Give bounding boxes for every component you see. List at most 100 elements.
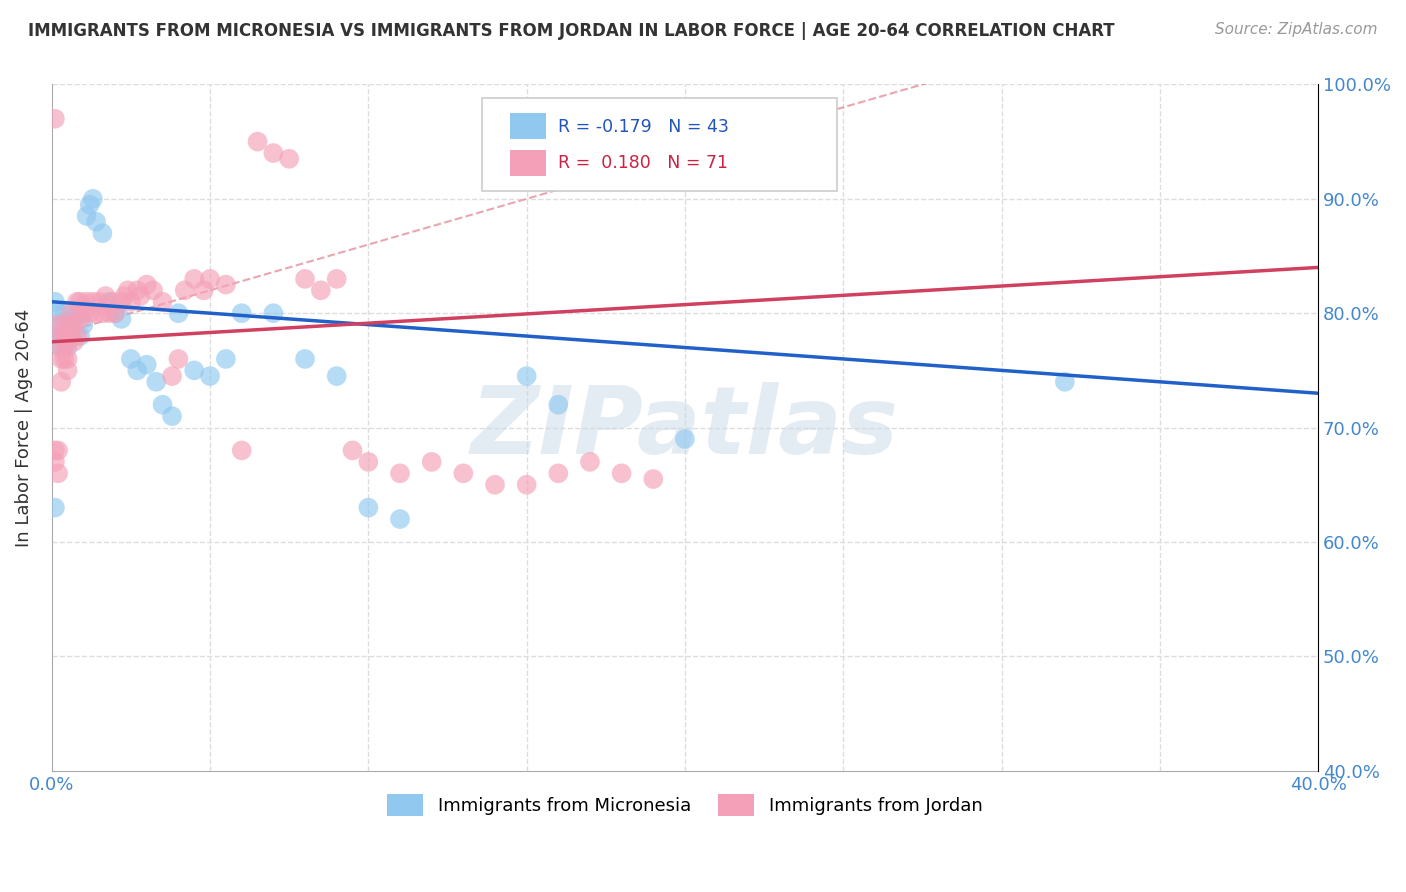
Point xyxy=(63,312,86,326)
Point xyxy=(82,294,104,309)
Point xyxy=(79,197,101,211)
Text: Source: ZipAtlas.com: Source: ZipAtlas.com xyxy=(1215,22,1378,37)
Point xyxy=(76,209,98,223)
Point xyxy=(101,294,124,309)
Point xyxy=(183,363,205,377)
Point xyxy=(51,318,73,332)
Point xyxy=(46,318,69,332)
Point xyxy=(53,329,76,343)
Point xyxy=(72,306,94,320)
Point xyxy=(56,318,79,332)
Text: R =  0.180   N = 71: R = 0.180 N = 71 xyxy=(558,154,728,172)
Point xyxy=(325,272,347,286)
Point xyxy=(69,294,91,309)
Point xyxy=(152,294,174,309)
Point xyxy=(46,443,69,458)
Point xyxy=(44,294,66,309)
Point xyxy=(63,334,86,349)
Point xyxy=(91,226,114,240)
Point xyxy=(579,455,602,469)
Point xyxy=(51,351,73,366)
Point xyxy=(56,334,79,349)
Point xyxy=(51,375,73,389)
Point xyxy=(59,329,82,343)
Point xyxy=(342,443,364,458)
Point xyxy=(53,318,76,332)
Point xyxy=(135,358,157,372)
Point xyxy=(59,318,82,332)
Point xyxy=(66,306,89,320)
Point xyxy=(173,283,195,297)
Point xyxy=(63,318,86,332)
Point xyxy=(66,294,89,309)
Point xyxy=(44,455,66,469)
Point xyxy=(97,294,120,309)
Point xyxy=(120,351,142,366)
Point xyxy=(84,306,107,320)
Point xyxy=(114,289,136,303)
FancyBboxPatch shape xyxy=(482,98,837,191)
Legend: Immigrants from Micronesia, Immigrants from Jordan: Immigrants from Micronesia, Immigrants f… xyxy=(380,787,990,823)
Point xyxy=(262,306,284,320)
Y-axis label: In Labor Force | Age 20-64: In Labor Force | Age 20-64 xyxy=(15,309,32,547)
Point xyxy=(110,294,132,309)
Point xyxy=(84,215,107,229)
Point xyxy=(231,306,253,320)
Point xyxy=(120,294,142,309)
Point xyxy=(51,329,73,343)
Point xyxy=(309,283,332,297)
Point xyxy=(97,306,120,320)
Point xyxy=(183,272,205,286)
Point xyxy=(193,283,215,297)
Point xyxy=(610,467,633,481)
Point xyxy=(59,329,82,343)
Point xyxy=(262,146,284,161)
Bar xyxy=(510,150,546,176)
Point xyxy=(69,329,91,343)
Point xyxy=(79,306,101,320)
Point xyxy=(44,443,66,458)
Point xyxy=(294,272,316,286)
Point xyxy=(53,341,76,355)
Point xyxy=(51,341,73,355)
Point xyxy=(160,409,183,424)
Point xyxy=(547,467,569,481)
Point xyxy=(673,432,696,446)
Text: R = -0.179   N = 43: R = -0.179 N = 43 xyxy=(558,118,730,136)
Point xyxy=(129,289,152,303)
Point xyxy=(69,312,91,326)
Point xyxy=(76,294,98,309)
Point xyxy=(231,443,253,458)
Point xyxy=(53,334,76,349)
Point xyxy=(198,272,221,286)
Point xyxy=(357,500,380,515)
Point xyxy=(1053,375,1076,389)
Point xyxy=(94,289,117,303)
Point xyxy=(278,152,301,166)
Point xyxy=(89,294,111,309)
Point xyxy=(388,512,411,526)
Point xyxy=(104,306,127,320)
Point xyxy=(160,369,183,384)
Point xyxy=(46,329,69,343)
Point xyxy=(142,283,165,297)
Point xyxy=(66,329,89,343)
Point xyxy=(72,318,94,332)
Point xyxy=(294,351,316,366)
Point xyxy=(46,306,69,320)
Point xyxy=(59,306,82,320)
Point xyxy=(104,306,127,320)
Point xyxy=(127,283,149,297)
Point xyxy=(56,363,79,377)
Point xyxy=(110,312,132,326)
Point xyxy=(167,351,190,366)
Point xyxy=(145,375,167,389)
Point xyxy=(420,455,443,469)
Point xyxy=(357,455,380,469)
Point xyxy=(44,112,66,126)
Point xyxy=(82,192,104,206)
Point xyxy=(167,306,190,320)
Point xyxy=(53,351,76,366)
Point xyxy=(135,277,157,292)
Point xyxy=(388,467,411,481)
